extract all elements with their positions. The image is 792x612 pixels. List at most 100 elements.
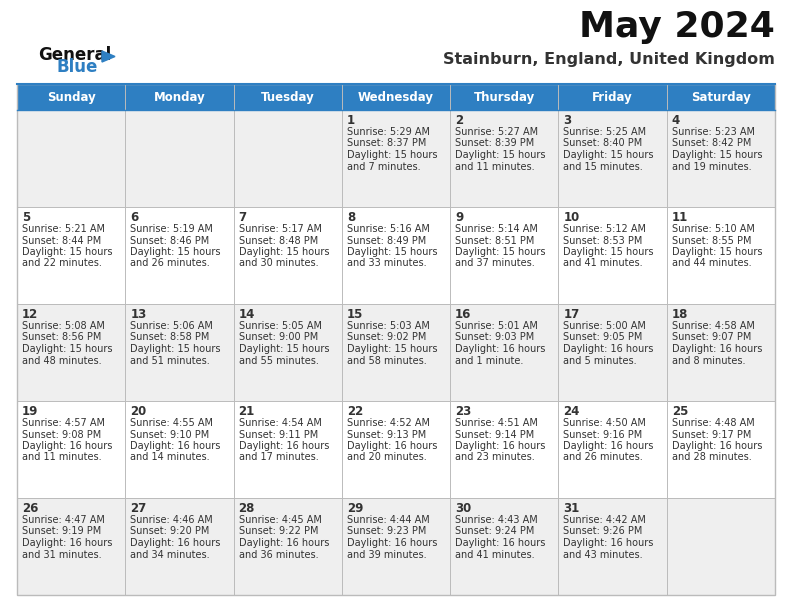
Bar	[125, 498, 234, 595]
Text: Daylight: 15 hours: Daylight: 15 hours	[455, 247, 546, 257]
Text: 7: 7	[238, 211, 246, 224]
Text: Sunset: 9:23 PM: Sunset: 9:23 PM	[347, 526, 426, 537]
Text: 6: 6	[131, 211, 139, 224]
Text: and 11 minutes.: and 11 minutes.	[22, 452, 101, 463]
Text: and 43 minutes.: and 43 minutes.	[563, 550, 643, 559]
Text: Sunset: 8:56 PM: Sunset: 8:56 PM	[22, 332, 101, 343]
Bar	[342, 84, 450, 110]
Text: Tuesday: Tuesday	[261, 91, 314, 103]
Text: 12: 12	[22, 308, 38, 321]
Text: and 14 minutes.: and 14 minutes.	[131, 452, 210, 463]
Text: 29: 29	[347, 502, 364, 515]
Text: Sunset: 8:44 PM: Sunset: 8:44 PM	[22, 236, 101, 245]
Text: Sunset: 8:49 PM: Sunset: 8:49 PM	[347, 236, 426, 245]
Text: 3: 3	[563, 114, 572, 127]
Text: 31: 31	[563, 502, 580, 515]
Bar	[17, 110, 125, 207]
Text: Sunrise: 4:42 AM: Sunrise: 4:42 AM	[563, 515, 646, 525]
Text: Daylight: 15 hours: Daylight: 15 hours	[238, 247, 329, 257]
Bar	[667, 304, 775, 401]
Text: and 34 minutes.: and 34 minutes.	[131, 550, 210, 559]
Text: Sunset: 8:53 PM: Sunset: 8:53 PM	[563, 236, 643, 245]
Text: Sunset: 9:20 PM: Sunset: 9:20 PM	[131, 526, 210, 537]
Bar	[17, 207, 125, 304]
Text: and 36 minutes.: and 36 minutes.	[238, 550, 318, 559]
Text: and 20 minutes.: and 20 minutes.	[347, 452, 427, 463]
Text: 22: 22	[347, 405, 363, 418]
Text: and 44 minutes.: and 44 minutes.	[672, 258, 752, 269]
Text: Daylight: 16 hours: Daylight: 16 hours	[672, 344, 762, 354]
Bar	[558, 498, 667, 595]
Text: Sunset: 8:51 PM: Sunset: 8:51 PM	[455, 236, 535, 245]
Text: 11: 11	[672, 211, 688, 224]
Text: Sunrise: 4:57 AM: Sunrise: 4:57 AM	[22, 418, 105, 428]
Bar	[667, 207, 775, 304]
Text: Sunrise: 5:12 AM: Sunrise: 5:12 AM	[563, 224, 646, 234]
Text: Sunset: 9:02 PM: Sunset: 9:02 PM	[347, 332, 426, 343]
Text: Sunset: 9:07 PM: Sunset: 9:07 PM	[672, 332, 751, 343]
Text: 30: 30	[455, 502, 471, 515]
Text: Sunday: Sunday	[47, 91, 96, 103]
Bar	[667, 401, 775, 498]
Text: 21: 21	[238, 405, 255, 418]
Text: Daylight: 16 hours: Daylight: 16 hours	[563, 538, 654, 548]
Bar	[558, 401, 667, 498]
Text: Sunrise: 5:21 AM: Sunrise: 5:21 AM	[22, 224, 105, 234]
Text: General: General	[38, 46, 111, 64]
Bar	[17, 498, 125, 595]
Bar	[125, 207, 234, 304]
Bar	[342, 110, 450, 207]
Text: 10: 10	[563, 211, 580, 224]
Text: and 37 minutes.: and 37 minutes.	[455, 258, 535, 269]
Text: and 26 minutes.: and 26 minutes.	[131, 258, 210, 269]
Bar	[667, 110, 775, 207]
Text: Sunset: 8:55 PM: Sunset: 8:55 PM	[672, 236, 752, 245]
Text: Sunrise: 4:52 AM: Sunrise: 4:52 AM	[347, 418, 430, 428]
Text: and 8 minutes.: and 8 minutes.	[672, 356, 745, 365]
Text: Daylight: 16 hours: Daylight: 16 hours	[563, 344, 654, 354]
Bar	[667, 498, 775, 595]
Bar	[125, 110, 234, 207]
Bar	[234, 401, 342, 498]
Text: Daylight: 15 hours: Daylight: 15 hours	[238, 344, 329, 354]
Text: and 7 minutes.: and 7 minutes.	[347, 162, 421, 171]
Text: Friday: Friday	[592, 91, 633, 103]
Text: Sunrise: 4:45 AM: Sunrise: 4:45 AM	[238, 515, 322, 525]
Bar	[450, 84, 558, 110]
Text: Sunrise: 4:47 AM: Sunrise: 4:47 AM	[22, 515, 105, 525]
Text: Sunrise: 4:46 AM: Sunrise: 4:46 AM	[131, 515, 213, 525]
Text: Daylight: 15 hours: Daylight: 15 hours	[563, 150, 654, 160]
Text: 26: 26	[22, 502, 38, 515]
Text: 17: 17	[563, 308, 580, 321]
Text: 15: 15	[347, 308, 364, 321]
Text: and 55 minutes.: and 55 minutes.	[238, 356, 318, 365]
Text: 27: 27	[131, 502, 147, 515]
Text: Sunrise: 5:10 AM: Sunrise: 5:10 AM	[672, 224, 755, 234]
Bar	[342, 207, 450, 304]
Bar	[125, 84, 234, 110]
Text: and 30 minutes.: and 30 minutes.	[238, 258, 318, 269]
Text: Sunset: 9:16 PM: Sunset: 9:16 PM	[563, 430, 642, 439]
Text: 5: 5	[22, 211, 30, 224]
Bar	[17, 84, 125, 110]
Text: Sunrise: 4:43 AM: Sunrise: 4:43 AM	[455, 515, 538, 525]
Text: Sunset: 9:22 PM: Sunset: 9:22 PM	[238, 526, 318, 537]
Text: Sunrise: 5:05 AM: Sunrise: 5:05 AM	[238, 321, 322, 331]
Text: Daylight: 16 hours: Daylight: 16 hours	[131, 538, 221, 548]
Text: Daylight: 15 hours: Daylight: 15 hours	[672, 150, 762, 160]
Text: Sunrise: 5:03 AM: Sunrise: 5:03 AM	[347, 321, 430, 331]
Text: Sunrise: 5:17 AM: Sunrise: 5:17 AM	[238, 224, 322, 234]
Text: Sunrise: 4:51 AM: Sunrise: 4:51 AM	[455, 418, 538, 428]
Text: Daylight: 16 hours: Daylight: 16 hours	[455, 344, 546, 354]
Bar	[17, 84, 775, 595]
Text: Daylight: 16 hours: Daylight: 16 hours	[672, 441, 762, 451]
Text: and 31 minutes.: and 31 minutes.	[22, 550, 101, 559]
Text: and 58 minutes.: and 58 minutes.	[347, 356, 427, 365]
Text: Sunrise: 4:50 AM: Sunrise: 4:50 AM	[563, 418, 646, 428]
Bar	[234, 84, 342, 110]
Text: Sunrise: 5:25 AM: Sunrise: 5:25 AM	[563, 127, 646, 137]
Text: 8: 8	[347, 211, 355, 224]
Text: Daylight: 16 hours: Daylight: 16 hours	[347, 538, 437, 548]
Text: Sunset: 8:46 PM: Sunset: 8:46 PM	[131, 236, 210, 245]
Text: Sunrise: 5:06 AM: Sunrise: 5:06 AM	[131, 321, 213, 331]
